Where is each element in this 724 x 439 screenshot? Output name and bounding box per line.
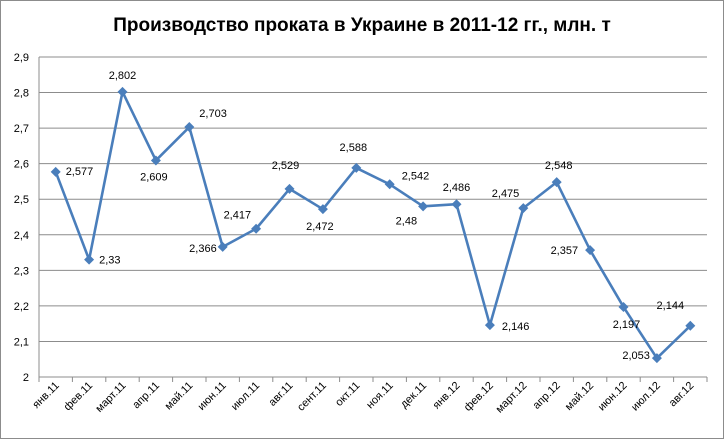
x-tick-label: апр.11 [130,380,162,412]
data-point [551,177,562,188]
x-tick-label: окт.11 [333,380,362,409]
y-tick-label: 2,5 [14,194,29,206]
data-label: 2,146 [502,321,530,333]
data-point [418,201,429,212]
y-tick-label: 2,1 [14,336,29,348]
data-label: 2,197 [613,319,641,331]
x-tick-label: июн.12 [596,380,630,414]
x-tick-label: фев.11 [62,380,96,414]
data-label: 2,366 [189,243,217,255]
x-tick-label: июл.12 [629,380,663,414]
data-point [50,166,61,177]
x-tick-label: фев.12 [462,380,496,414]
x-tick-label: май.11 [163,380,196,413]
data-point [150,155,161,166]
data-point [585,245,596,256]
data-point [484,320,495,331]
data-point [384,179,395,190]
y-tick-label: 2,9 [14,52,29,64]
data-label: 2,357 [551,245,579,257]
data-label: 2,475 [492,188,520,200]
data-label: 2,472 [306,221,334,233]
data-point [618,301,629,312]
x-tick-label: апр.12 [531,380,563,412]
x-tick-label: авг.12 [667,380,697,410]
data-label: 2,577 [66,166,94,178]
data-point [251,223,262,234]
y-tick-label: 2,4 [14,230,29,242]
y-tick-label: 2,3 [14,265,29,277]
y-tick-label: 2,6 [14,159,29,171]
chart-title: Производство проката в Украине в 2011-12… [113,15,611,36]
data-point [518,203,529,214]
x-tick-label: март.12 [494,380,530,416]
data-label: 2,053 [622,350,650,362]
y-tick-label: 2,2 [14,301,29,313]
data-point [84,254,95,265]
x-tick-label: янв.12 [431,380,463,412]
data-label: 2,486 [443,182,471,194]
data-label: 2,588 [340,142,368,154]
data-label: 2,703 [199,108,227,120]
x-tick-label: дек.11 [398,380,429,411]
data-point [284,183,295,194]
data-label: 2,542 [402,170,430,182]
y-tick-label: 2,7 [14,123,29,135]
data-point [184,122,195,133]
data-label: 2,548 [545,160,573,172]
data-label: 2,417 [224,210,252,222]
x-tick-label: март.11 [93,380,128,415]
data-label: 2,144 [657,300,685,312]
x-tick-label: июн.11 [196,380,229,413]
data-point [351,162,362,173]
data-label: 2,802 [109,70,137,82]
x-tick-label: июл.11 [229,380,262,413]
x-tick-label: янв.11 [30,380,61,411]
y-tick-label: 2,8 [14,88,29,100]
data-point [651,353,662,364]
data-label: 2,33 [99,255,120,267]
series-line [54,90,692,360]
x-tick-label: ноя.11 [364,380,396,412]
y-tick-label: 2 [23,372,29,384]
x-tick-label: сент.11 [295,380,329,414]
data-point [451,199,462,210]
data-label: 2,48 [396,215,417,227]
data-point [117,86,128,97]
data-label: 2,529 [272,160,300,172]
x-tick-label: май.12 [563,380,596,413]
data-label: 2,609 [140,171,168,183]
x-tick-label: авг.11 [267,380,296,409]
data-point [217,241,228,252]
data-point [317,204,328,215]
data-point [685,320,696,331]
